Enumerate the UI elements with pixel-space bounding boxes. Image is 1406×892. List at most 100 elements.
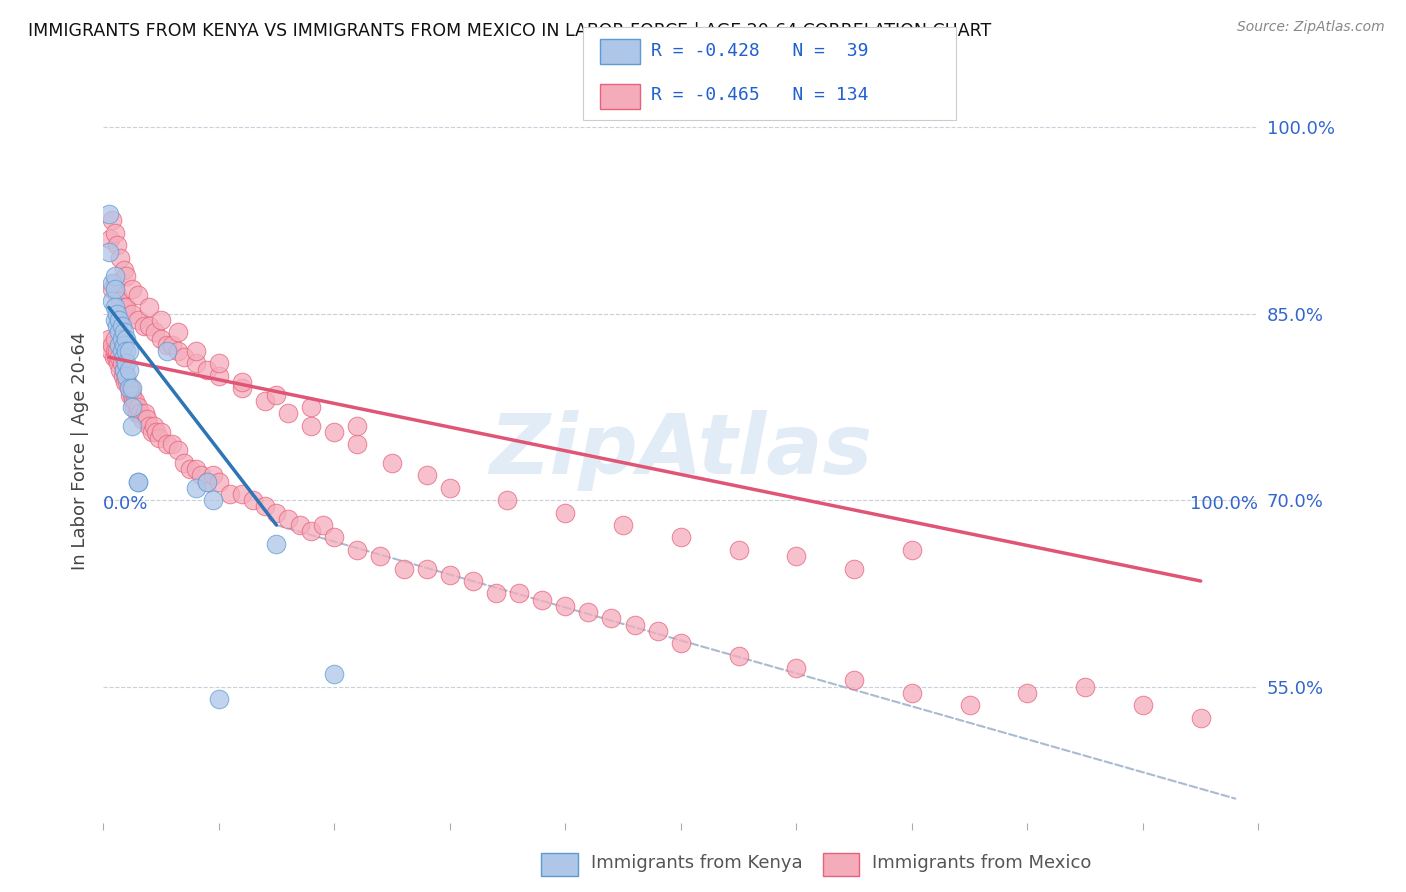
Point [141, 425, 163, 439]
Point [231, 381, 253, 395]
Point [785, 661, 807, 675]
Point [392, 561, 415, 575]
Point [112, 350, 135, 364]
Point [299, 418, 322, 433]
Point [138, 319, 160, 334]
Point [149, 332, 172, 346]
Point [115, 332, 138, 346]
Point [901, 543, 924, 558]
Point [415, 468, 437, 483]
Point [124, 400, 146, 414]
Point [143, 418, 166, 433]
Point [190, 468, 212, 483]
Point [184, 343, 207, 358]
Point [173, 456, 195, 470]
Point [101, 276, 124, 290]
Point [439, 481, 461, 495]
Point [576, 605, 599, 619]
Point [208, 356, 231, 370]
Point [201, 493, 224, 508]
Point [785, 549, 807, 563]
Point [112, 326, 135, 340]
Point [114, 375, 136, 389]
Point [1132, 698, 1154, 713]
Point [288, 518, 311, 533]
Point [105, 238, 128, 252]
Point [1074, 680, 1097, 694]
Point [346, 418, 368, 433]
Point [370, 549, 392, 563]
Point [104, 343, 127, 358]
Point [124, 393, 146, 408]
Point [299, 524, 322, 539]
Point [149, 425, 172, 439]
Point [117, 362, 139, 376]
Point [98, 232, 121, 246]
Point [508, 586, 530, 600]
Point [101, 338, 124, 352]
Point [195, 475, 218, 489]
Point [117, 381, 139, 395]
Point [277, 512, 299, 526]
Point [299, 400, 322, 414]
Point [253, 393, 276, 408]
Point [184, 462, 207, 476]
Point [121, 381, 143, 395]
Point [612, 518, 634, 533]
Point [195, 475, 218, 489]
Point [145, 425, 167, 439]
Point [104, 313, 127, 327]
Point [132, 319, 155, 334]
Point [727, 648, 749, 663]
Point [219, 487, 242, 501]
Point [167, 343, 190, 358]
Point [173, 350, 195, 364]
Point [346, 543, 368, 558]
Y-axis label: In Labor Force | Age 20-64: In Labor Force | Age 20-64 [72, 331, 89, 570]
Text: 0.0%: 0.0% [103, 495, 149, 513]
Point [104, 282, 127, 296]
Point [201, 468, 224, 483]
Point [134, 406, 156, 420]
Text: IMMIGRANTS FROM KENYA VS IMMIGRANTS FROM MEXICO IN LABOR FORCE | AGE 20-64 CORRE: IMMIGRANTS FROM KENYA VS IMMIGRANTS FROM… [28, 22, 991, 40]
Point [600, 611, 623, 625]
Point [104, 226, 127, 240]
Point [97, 207, 120, 221]
Point [647, 624, 669, 638]
Point [117, 375, 139, 389]
Point [110, 343, 132, 358]
Point [266, 506, 288, 520]
Point [121, 282, 143, 296]
Point [156, 343, 179, 358]
Point [110, 251, 132, 265]
Point [208, 368, 231, 383]
Point [127, 400, 149, 414]
Point [115, 343, 138, 358]
Point [277, 406, 299, 420]
Point [149, 313, 172, 327]
Point [97, 244, 120, 259]
Point [105, 288, 128, 302]
Point [115, 269, 138, 284]
Text: R = -0.465   N = 134: R = -0.465 N = 134 [651, 87, 869, 104]
Point [415, 561, 437, 575]
Point [167, 326, 190, 340]
Point [143, 326, 166, 340]
Point [167, 443, 190, 458]
Point [138, 418, 160, 433]
Point [959, 698, 981, 713]
Point [184, 356, 207, 370]
Text: R = -0.428   N =  39: R = -0.428 N = 39 [651, 42, 869, 60]
Text: ZipAtlas: ZipAtlas [489, 410, 872, 491]
Point [266, 387, 288, 401]
Point [120, 381, 142, 395]
Point [121, 307, 143, 321]
Point [148, 431, 170, 445]
Point [115, 368, 138, 383]
Point [439, 567, 461, 582]
Point [117, 343, 139, 358]
Point [117, 381, 139, 395]
Point [485, 586, 508, 600]
Point [461, 574, 484, 588]
Point [669, 531, 692, 545]
